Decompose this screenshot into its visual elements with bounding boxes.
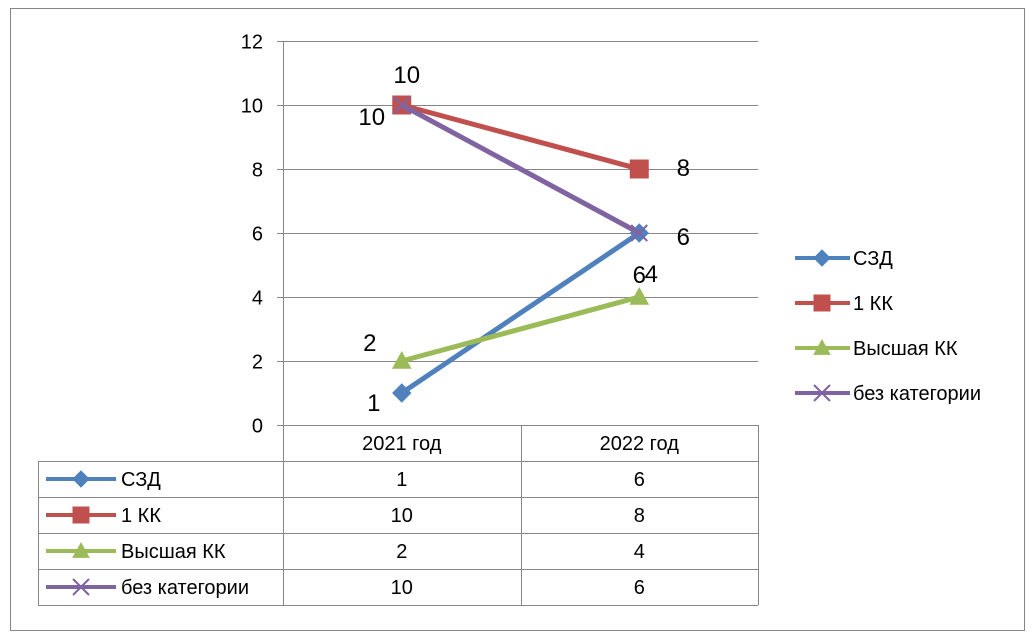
- legend: СЗД 1 КК Высшая КК без категории: [795, 248, 981, 405]
- table-legend-key-marker: [72, 541, 90, 558]
- y-tick-label: 0: [252, 416, 263, 438]
- series-lines: [391, 95, 650, 403]
- y-axis-ticks: 0 2 4 6 8 10 12: [241, 32, 283, 438]
- table-cell-value: 6: [634, 577, 645, 599]
- data-label: 6: [633, 262, 646, 289]
- data-label: 10: [358, 104, 385, 131]
- data-point: [392, 383, 412, 403]
- table-legend-key-marker: [72, 470, 90, 488]
- table-series-name: 1 КК: [121, 505, 161, 527]
- data-label: 1: [367, 390, 380, 417]
- x-category-label: 2021 год: [362, 433, 442, 455]
- table-series-name: без категории: [121, 577, 249, 599]
- table-cell-value: 6: [634, 469, 645, 491]
- data-point: [629, 159, 649, 179]
- legend-entry: без категории: [853, 383, 981, 405]
- data-label: 2: [363, 330, 376, 357]
- x-category-label: 2022 год: [600, 433, 680, 455]
- data-label: 6: [677, 224, 690, 251]
- table-series-name: Высшая КК: [121, 541, 226, 563]
- data-table: 2021 год 2022 год СЗД 1 6 1 КК 10 8 Высшая КК 2 4 б…: [38, 425, 759, 606]
- series-line: [401, 102, 640, 172]
- table-cell-value: 2: [396, 541, 407, 563]
- y-tick-label: 6: [252, 224, 263, 246]
- legend-entry: 1 КК: [853, 293, 893, 315]
- series-line: [400, 230, 641, 396]
- legend-key-marker: [813, 338, 831, 355]
- series-line: [401, 294, 640, 364]
- marker-stroke: [72, 578, 90, 596]
- table-series-name: СЗД: [121, 469, 161, 491]
- data-labels: 1 6 10 8 2 4 10 6: [358, 62, 690, 417]
- table-legend-key-marker: [72, 506, 90, 524]
- y-tick-label: 10: [241, 96, 263, 118]
- table-cell-value: 1: [396, 469, 407, 491]
- y-tick-label: 2: [252, 352, 263, 374]
- table-cell-value: 10: [391, 577, 413, 599]
- data-label: 10: [393, 62, 420, 89]
- y-tick-label: 8: [252, 160, 263, 182]
- y-tick-label: 4: [252, 288, 263, 310]
- gridlines: [283, 41, 758, 362]
- data-point: [391, 350, 412, 369]
- table-cell-value: 4: [634, 541, 645, 563]
- data-label: 4: [645, 261, 658, 288]
- marker-stroke: [393, 96, 411, 114]
- y-tick-label: 12: [241, 32, 263, 54]
- marker-stroke: [630, 224, 648, 242]
- data-point: [629, 286, 650, 305]
- data-point: [630, 224, 648, 242]
- legend-key-marker: [813, 294, 831, 312]
- table-cell-value: 10: [391, 505, 413, 527]
- legend-key-marker: [813, 384, 831, 402]
- series-line: [400, 102, 641, 236]
- marker-stroke: [813, 384, 831, 402]
- legend-key-marker: [813, 249, 831, 267]
- data-label: 8: [677, 155, 690, 182]
- table-legend-key-marker: [72, 578, 90, 596]
- legend-entry: Высшая КК: [853, 338, 958, 360]
- legend-entry: СЗД: [853, 248, 893, 270]
- chart-area-border: [10, 8, 1025, 631]
- data-point: [393, 96, 411, 114]
- table-cell-value: 8: [634, 505, 645, 527]
